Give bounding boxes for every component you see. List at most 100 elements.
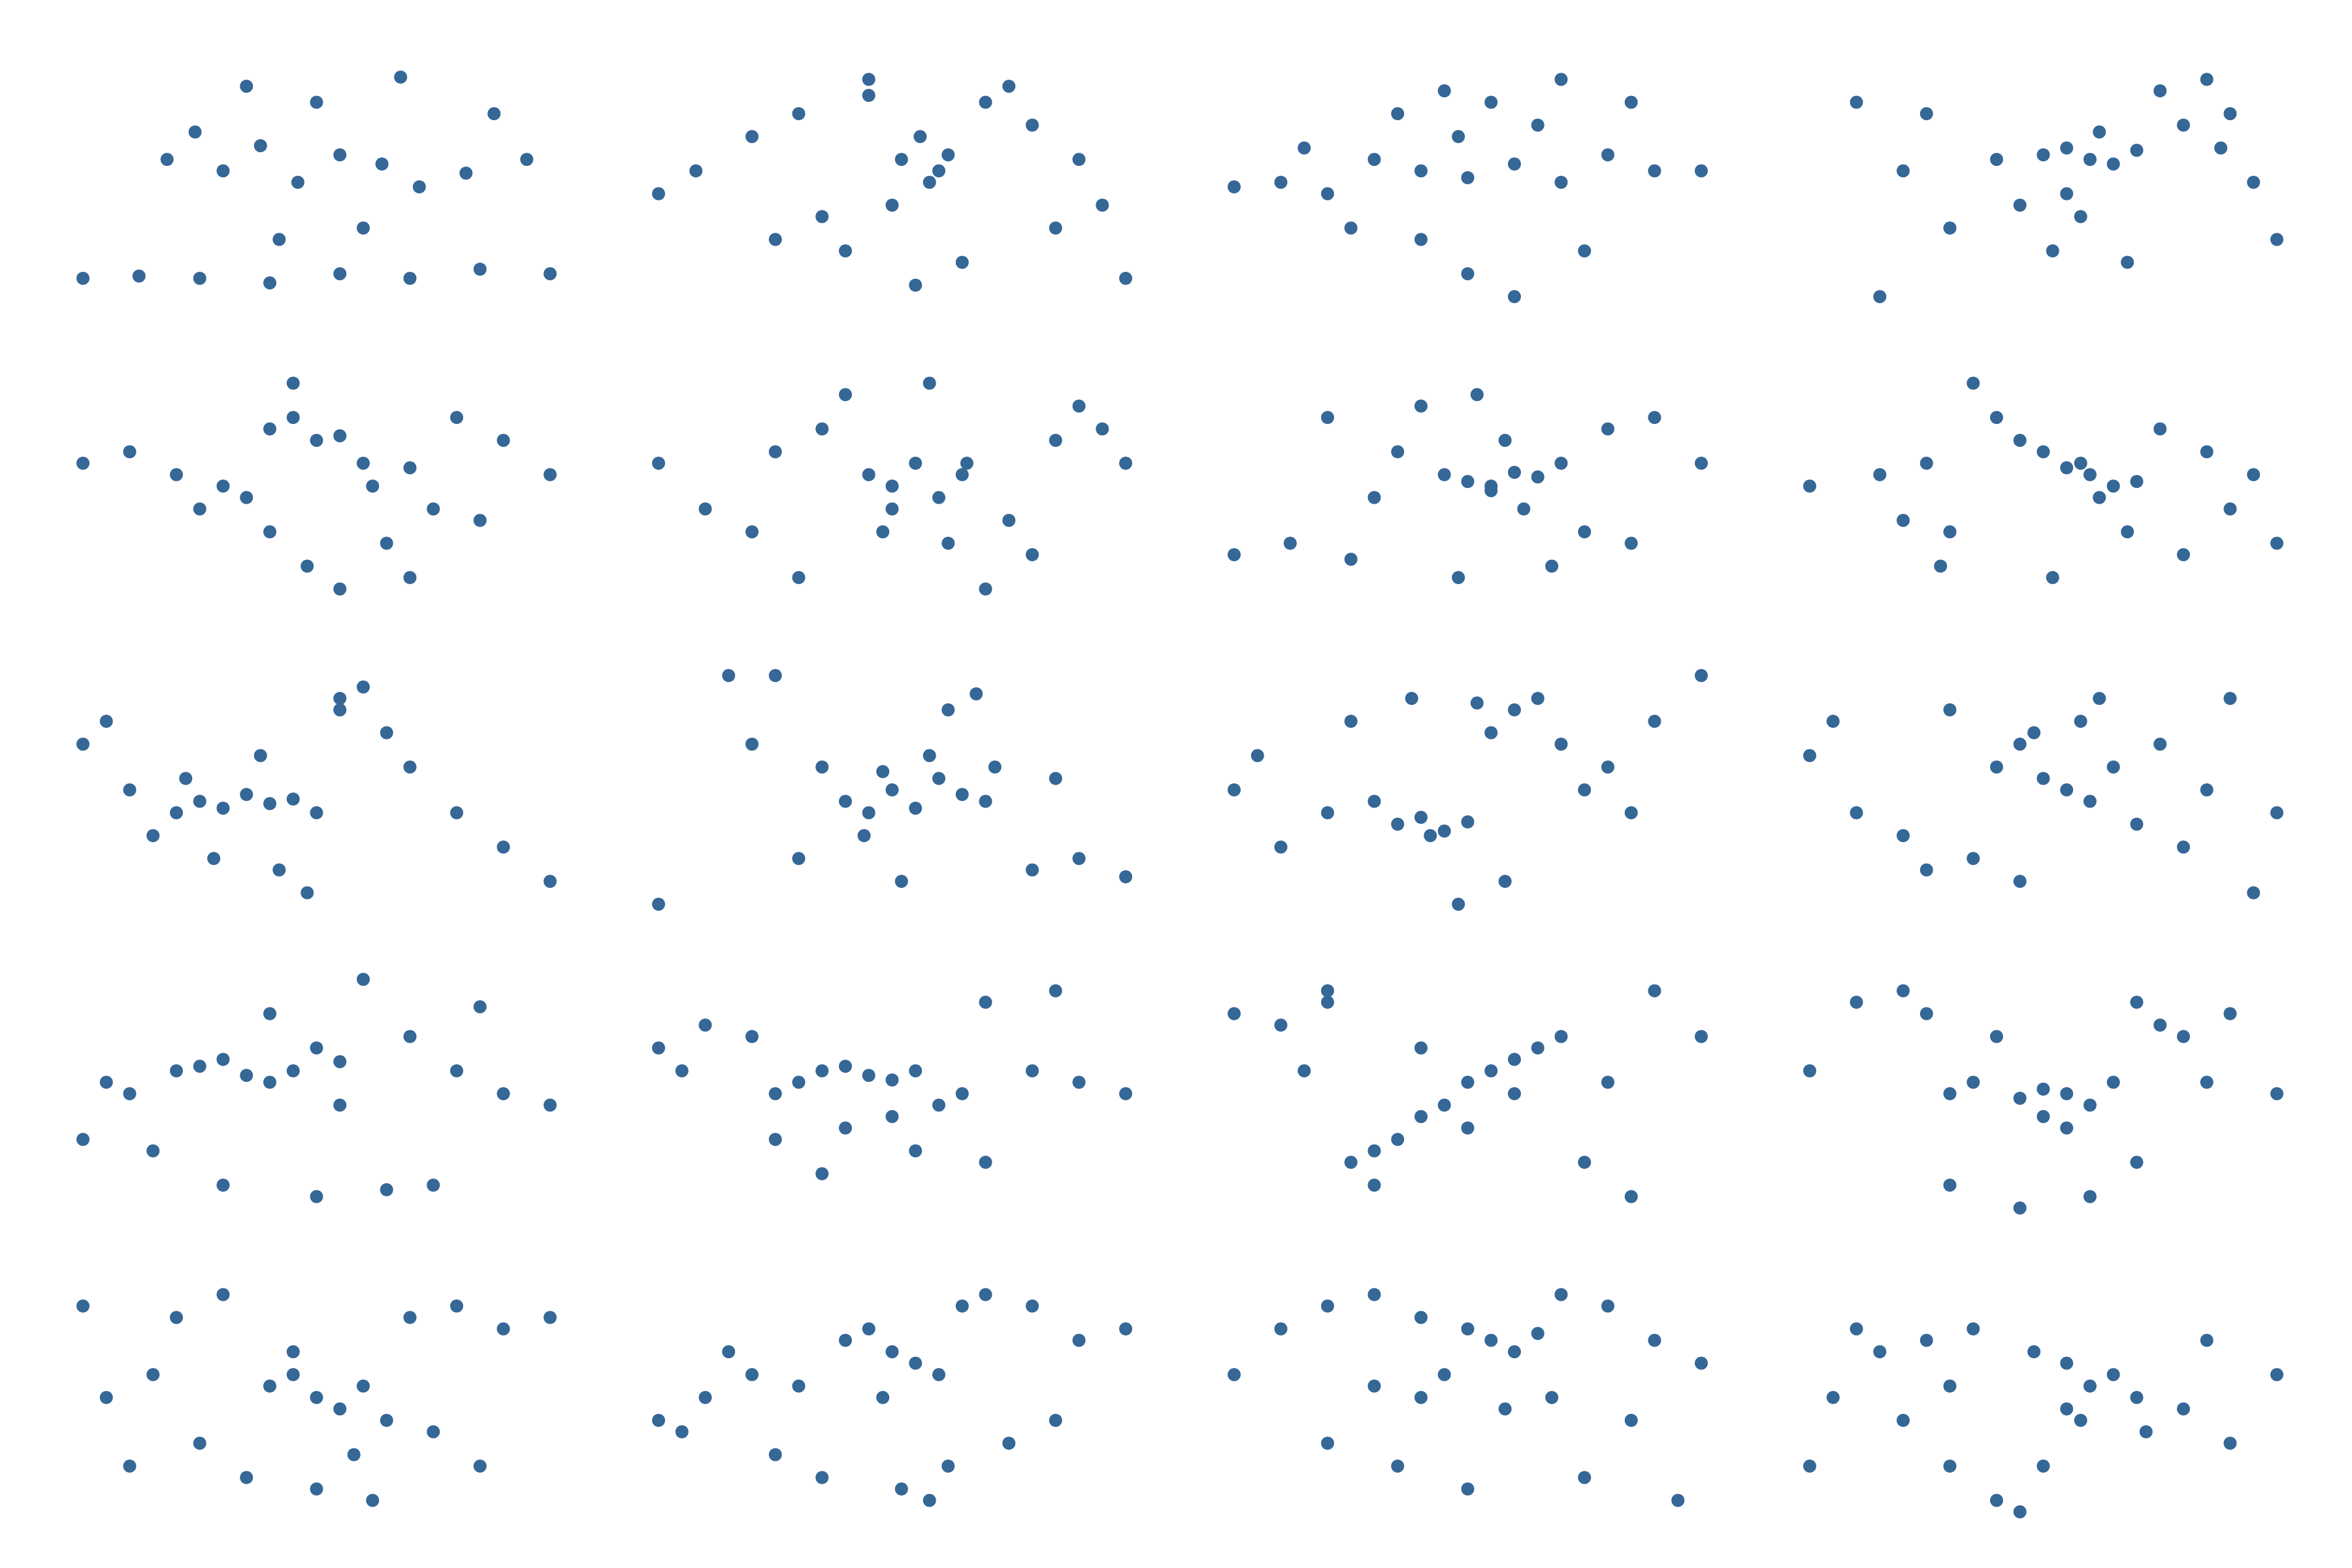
scatter-point	[979, 794, 992, 808]
scatter-point	[272, 233, 286, 246]
scatter-point	[2013, 1505, 2027, 1518]
scatter-point	[253, 139, 267, 152]
scatter-point	[286, 1345, 300, 1358]
scatter-point	[2060, 1402, 2074, 1416]
scatter-point	[2036, 445, 2050, 459]
scatter-point	[1624, 95, 1638, 109]
scatter-point	[1648, 164, 1661, 178]
scatter-point	[2083, 794, 2097, 808]
scatter-point	[1096, 422, 1109, 436]
scatter-point	[932, 1098, 945, 1112]
scatter-point	[193, 272, 206, 285]
scatter-point	[2200, 1333, 2213, 1347]
scatter-point	[1026, 1299, 1039, 1313]
scatter-point	[1897, 829, 1910, 842]
scatter-point	[988, 760, 1002, 774]
scatter-point	[960, 457, 973, 470]
scatter-point	[333, 582, 347, 596]
scatter-point	[263, 797, 276, 810]
scatter-point	[216, 1053, 230, 1066]
scatter-point	[1026, 118, 1039, 132]
scatter-point	[2130, 1156, 2144, 1169]
scatter-point	[263, 1007, 276, 1021]
scatter-point	[2036, 1110, 2050, 1123]
scatter-point	[473, 263, 487, 276]
scatter-point	[1072, 1333, 1086, 1347]
scatter-point	[2130, 817, 2144, 831]
scatter-point	[1405, 692, 1418, 705]
scatter-point	[1671, 1494, 1685, 1507]
scatter-point	[450, 806, 463, 819]
scatter-point	[2177, 118, 2190, 132]
scatter-point	[286, 1064, 300, 1077]
scatter-point	[1990, 153, 2003, 166]
scatter-point	[909, 457, 923, 470]
scatter-point	[1850, 996, 1863, 1009]
scatter-point	[1414, 1311, 1428, 1324]
scatter-point	[170, 1311, 183, 1324]
scatter-point	[1461, 815, 1475, 828]
scatter-point	[216, 164, 230, 178]
scatter-point	[1873, 290, 1887, 303]
scatter-point	[1391, 1460, 1405, 1473]
scatter-point	[2083, 468, 2097, 482]
scatter-point	[459, 167, 473, 180]
scatter-point	[1414, 399, 1428, 413]
scatter-point	[216, 480, 230, 493]
scatter-point	[1391, 1133, 1405, 1146]
scatter-point	[450, 411, 463, 424]
scatter-point	[1414, 1041, 1428, 1054]
scatter-point	[839, 1333, 852, 1347]
scatter-point	[909, 1144, 923, 1158]
subplot	[652, 376, 1132, 596]
scatter-point	[1461, 1482, 1475, 1495]
scatter-point	[1578, 783, 1592, 796]
scatter-point	[286, 411, 300, 424]
scatter-point	[745, 130, 759, 143]
scatter-point	[1531, 1041, 1544, 1054]
scatter-point	[1624, 1414, 1638, 1427]
scatter-point	[1049, 221, 1062, 235]
scatter-point	[839, 1060, 852, 1073]
scatter-point	[497, 434, 510, 447]
scatter-point	[1096, 199, 1109, 212]
scatter-point	[839, 388, 852, 401]
scatter-point	[2270, 1087, 2283, 1100]
scatter-point	[1367, 794, 1381, 808]
scatter-point	[652, 898, 665, 911]
scatter-point	[885, 480, 899, 493]
scatter-point	[1119, 272, 1132, 285]
scatter-point	[1850, 95, 1863, 109]
scatter-point	[923, 1494, 936, 1507]
subplot	[1803, 1322, 2283, 1518]
scatter-point	[123, 1087, 137, 1100]
scatter-point	[955, 1299, 969, 1313]
scatter-point	[768, 669, 782, 682]
scatter-point	[1072, 1075, 1086, 1089]
scatter-point	[76, 1133, 90, 1146]
scatter-point	[301, 886, 314, 900]
scatter-point	[1344, 715, 1358, 728]
scatter-point	[366, 480, 380, 493]
scatter-point	[253, 749, 267, 762]
scatter-point	[333, 703, 347, 717]
scatter-point	[1391, 107, 1405, 120]
scatter-point	[333, 267, 347, 280]
scatter-point	[932, 772, 945, 785]
scatter-point	[2223, 1437, 2237, 1450]
scatter-point	[1072, 153, 1086, 166]
scatter-point	[1531, 1327, 1544, 1340]
scatter-point	[380, 1183, 393, 1196]
scatter-point	[1414, 164, 1428, 178]
scatter-point	[2177, 548, 2190, 561]
scatter-point	[1508, 290, 1521, 303]
scatter-point	[310, 1041, 323, 1054]
scatter-point	[310, 1391, 323, 1404]
scatter-point	[1461, 1121, 1475, 1135]
scatter-point	[2223, 1007, 2237, 1021]
scatter-point	[403, 571, 417, 584]
scatter-point	[862, 1069, 875, 1082]
scatter-point	[862, 468, 875, 482]
scatter-point	[132, 269, 146, 283]
